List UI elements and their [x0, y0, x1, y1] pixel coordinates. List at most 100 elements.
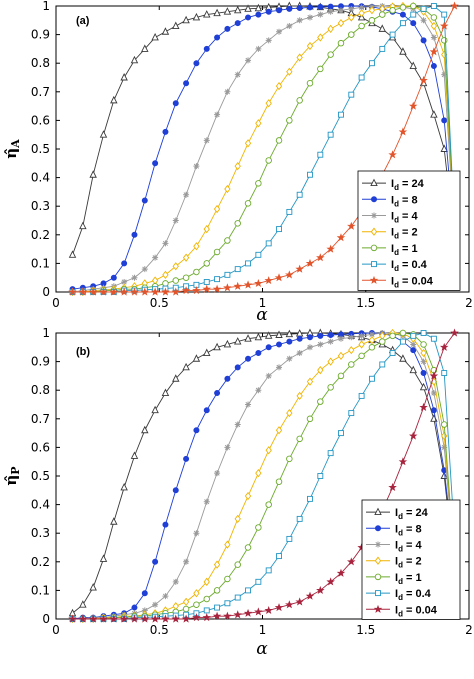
- data-point: [348, 13, 355, 22]
- data-point: [265, 372, 272, 379]
- data-point: [265, 567, 272, 574]
- data-point: [358, 9, 365, 18]
- legend-swatch-marker: [374, 556, 382, 565]
- data-point: [276, 341, 283, 348]
- legend-entry: Id = 0.04: [366, 604, 438, 618]
- data-point: [316, 585, 325, 595]
- data-point: [140, 287, 150, 296]
- data-point: [296, 515, 303, 522]
- data-point: [441, 431, 448, 441]
- data-point: [337, 351, 345, 361]
- data-point: [245, 401, 252, 408]
- data-point: [130, 55, 139, 64]
- data-point: [276, 28, 283, 35]
- data-point: [130, 287, 139, 296]
- data-point: [109, 614, 119, 623]
- data-point: [410, 347, 417, 354]
- data-point: [285, 270, 294, 279]
- data-point: [296, 17, 303, 24]
- data-point: [88, 614, 98, 623]
- data-point: [182, 15, 190, 24]
- data-point: [276, 226, 282, 233]
- data-point: [120, 482, 128, 491]
- panel-a-ylabel-subscript: A: [9, 139, 22, 149]
- data-point: [429, 371, 439, 380]
- data-point: [234, 71, 241, 78]
- data-point: [213, 587, 221, 594]
- legend-swatch-marker: [374, 507, 382, 516]
- y-tick-label: 0: [42, 285, 50, 299]
- data-point: [265, 446, 272, 455]
- data-point: [192, 354, 201, 362]
- data-point: [358, 4, 365, 11]
- data-point: [420, 37, 427, 44]
- data-point: [68, 614, 77, 623]
- data-point: [172, 100, 179, 107]
- data-point: [99, 287, 108, 296]
- y-tick-label: 0.6: [31, 113, 50, 127]
- series-6: [68, 328, 459, 623]
- data-point: [296, 391, 303, 401]
- data-point: [224, 375, 231, 382]
- x-tick-label: 1: [259, 623, 267, 637]
- y-tick-label: 0.4: [31, 498, 50, 512]
- data-point: [162, 128, 169, 135]
- data-point: [110, 517, 118, 525]
- data-point: [224, 271, 231, 278]
- y-tick-label: 0.2: [31, 228, 50, 242]
- data-point: [296, 335, 303, 342]
- data-point: [151, 32, 159, 41]
- data-point: [286, 23, 293, 30]
- data-point: [327, 8, 334, 15]
- panel-a-label: (a): [76, 15, 90, 27]
- data-point: [265, 344, 272, 351]
- data-point: [192, 613, 201, 622]
- data-point: [120, 72, 128, 81]
- legend-entry: Id = 8: [366, 523, 422, 537]
- data-point: [348, 410, 355, 417]
- data-point: [234, 266, 241, 273]
- data-point: [389, 7, 396, 14]
- data-point: [317, 332, 324, 339]
- data-point: [224, 184, 231, 194]
- data-point: [430, 63, 437, 70]
- data-point: [172, 262, 179, 271]
- x-tick-label: 2: [465, 623, 473, 637]
- panel-b-label: (b): [76, 346, 90, 358]
- data-point: [409, 2, 417, 10]
- data-point: [295, 264, 304, 273]
- panel-b: 0 0.5 1 1.5 2 0 0.1 0.2 0.3 0.4 0.5 0.6 0.7 0.8 0.9 1 (…: [2, 326, 473, 659]
- data-point: [212, 284, 222, 293]
- data-point: [327, 24, 334, 34]
- data-point: [327, 450, 334, 457]
- data-point: [399, 11, 406, 18]
- data-point: [224, 88, 231, 95]
- legend-swatch-marker: [374, 525, 381, 532]
- y-tick-label: 0.1: [31, 256, 50, 270]
- data-point: [430, 335, 437, 342]
- data-point: [203, 607, 210, 614]
- y-tick-label: 1: [42, 326, 50, 340]
- data-point: [203, 407, 210, 414]
- data-point: [244, 200, 252, 207]
- data-point: [420, 341, 427, 348]
- legend-entry: Id = 0.4: [366, 588, 432, 602]
- data-point: [214, 390, 221, 397]
- data-point: [183, 455, 190, 462]
- data-point: [286, 355, 293, 362]
- data-point: [234, 364, 241, 371]
- data-point: [255, 119, 262, 128]
- data-point: [89, 583, 97, 591]
- data-point: [408, 101, 418, 110]
- legend-label: Id = 24: [391, 178, 425, 192]
- data-point: [379, 11, 386, 18]
- data-point: [131, 274, 138, 281]
- data-point: [368, 336, 376, 345]
- data-point: [389, 332, 396, 340]
- legend-entry: Id = 2: [366, 556, 422, 570]
- panel-b-series: [68, 328, 459, 624]
- data-point: [317, 366, 324, 375]
- data-point: [171, 614, 181, 623]
- data-point: [109, 287, 119, 296]
- data-point: [274, 273, 284, 282]
